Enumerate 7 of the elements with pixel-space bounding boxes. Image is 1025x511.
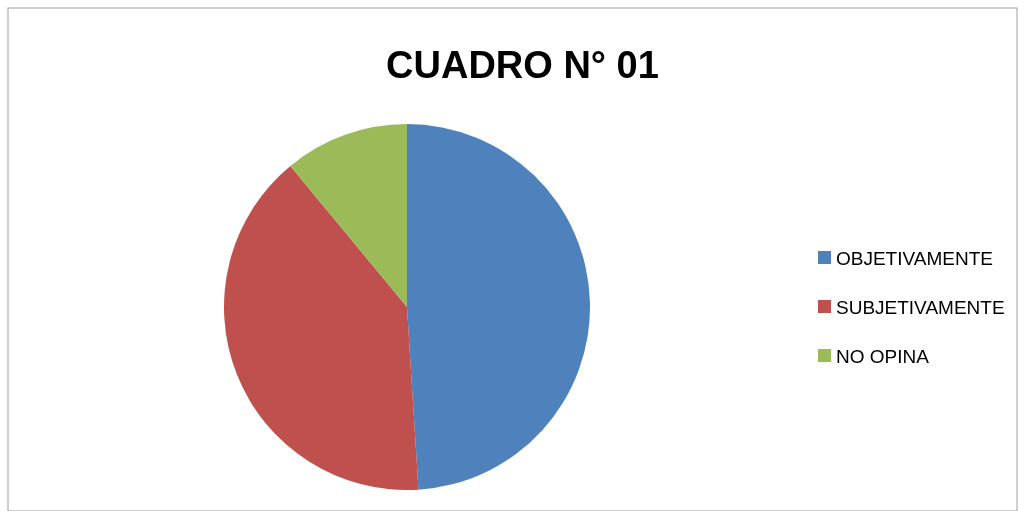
legend-label: OBJETIVAMENTE [836,247,993,269]
chart-title: CUADRO N° 01 [386,44,659,86]
pie-slice [407,124,590,490]
legend-label: NO OPINA [836,345,930,367]
legend-label: SUBJETIVAMENTE [836,296,1005,318]
pie-slice [290,124,407,307]
pie-slice [224,166,419,490]
